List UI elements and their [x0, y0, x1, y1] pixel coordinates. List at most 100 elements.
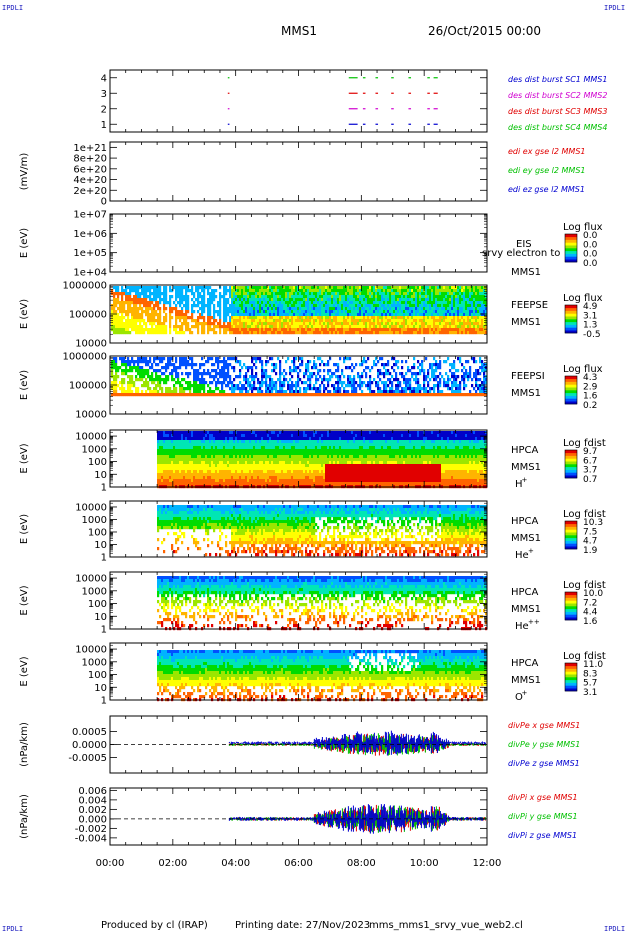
feepsi-heat-cell [369, 387, 372, 391]
feepse-heat-cell [409, 325, 412, 329]
feepsi-heat-cell [381, 372, 384, 376]
feepse-heat-cell [209, 298, 212, 302]
feepsi-heat-cell [455, 393, 458, 397]
feepse-heat-cell [133, 286, 136, 290]
feepse-heat-cell [169, 298, 172, 302]
feepse-heat-cell [321, 289, 324, 293]
feepse-heat-cell [291, 322, 294, 326]
feepsi-heat-cell [291, 384, 294, 388]
feepse-heat-cell [365, 325, 368, 329]
feepsi-heat-cell [305, 369, 308, 373]
feepse-heat-cell [359, 328, 362, 332]
hpca_h-heat-cell [173, 464, 176, 468]
feepsi-heat-cell [297, 375, 300, 379]
feepse-heat-cell [225, 301, 228, 305]
feepse-heat-cell [427, 295, 430, 299]
feepsi-heat-cell [131, 375, 134, 379]
feepse-heat-cell [303, 310, 306, 314]
feepse-heat-cell [117, 301, 120, 305]
hpca_h-heat-cell [169, 473, 172, 477]
feepse-heat-cell [273, 301, 276, 305]
feepse-heat-cell [469, 328, 472, 332]
feepse-heat-cell [481, 331, 484, 335]
feepse-heat-cell [253, 289, 256, 293]
feepsi-heat-cell [293, 384, 296, 388]
feepsi-heat-cell [361, 375, 364, 379]
feepsi-heat-cell [379, 378, 382, 382]
feepse-heat-cell [451, 331, 454, 335]
feepse-heat-cell [435, 289, 438, 293]
feepsi-heat-cell [477, 384, 480, 388]
feepse-heat-cell [115, 325, 118, 329]
feepse-heat-cell [231, 319, 234, 323]
feepsi-heat-cell [439, 390, 442, 394]
feepse-heat-cell [457, 289, 460, 293]
feepse-heat-cell [337, 295, 340, 299]
feepsi-heat-cell [351, 390, 354, 394]
feepse-heat-cell [309, 316, 312, 320]
feepsi-heat-cell [251, 384, 254, 388]
feepse-heat-cell [223, 286, 226, 290]
feepse-heat-cell [155, 325, 158, 329]
feepsi-heat-cell [165, 375, 168, 379]
feepse-heat-cell [193, 301, 196, 305]
feepse-heat-cell [247, 292, 250, 296]
feepse-heat-cell [309, 304, 312, 308]
feepsi-heat-cell [391, 381, 394, 385]
feepsi-heat-cell [391, 387, 394, 391]
feepsi-heat-cell [413, 378, 416, 382]
feepse-heat-cell [387, 307, 390, 311]
feepse-heat-cell [151, 301, 154, 305]
hpca_h-heat-cell [165, 449, 168, 453]
feepse-heat-cell [399, 313, 402, 317]
feepsi-heat-cell [423, 372, 426, 376]
feepse-heat-cell [255, 292, 258, 296]
feepse-heat-cell [249, 307, 252, 311]
feepsi-heat-cell [159, 369, 162, 373]
feepse-heat-cell [345, 292, 348, 296]
feepse-heat-cell [131, 325, 134, 329]
feepse-heat-cell [421, 295, 424, 299]
feepsi-heat-cell [483, 372, 486, 376]
feepse-heat-cell [233, 322, 236, 326]
feepse-heat-cell [393, 298, 396, 302]
feepsi-heat-cell [281, 381, 284, 385]
feepsi-heat-cell [287, 357, 290, 361]
feepsi-heat-cell [359, 375, 362, 379]
edi-frame [109, 141, 488, 202]
feepse-heat-cell [175, 316, 178, 320]
feepsi-heat-cell [229, 378, 232, 382]
feepse-heat-cell [263, 298, 266, 302]
feepse-heat-cell [273, 292, 276, 296]
feepsi-heat-cell [333, 363, 336, 367]
feepse-heat-cell [325, 310, 328, 314]
feepse-heat-cell [419, 331, 422, 335]
feepse-heat-cell [377, 307, 380, 311]
feepse-heat-cell [157, 325, 160, 329]
feepse-heat-cell [461, 289, 464, 293]
feepse-heat-cell [121, 325, 124, 329]
feepse-heat-cell [275, 310, 278, 314]
feepsi-heat-cell [237, 393, 240, 397]
feepsi-heat-cell [115, 366, 118, 370]
eis-ytick-label: 1e+05 [73, 248, 107, 259]
feepse-heat-cell [327, 310, 330, 314]
feepse-heat-cell [241, 289, 244, 293]
feepse-heat-cell [165, 319, 168, 323]
feepse-heat-cell [273, 313, 276, 317]
feepsi-heat-cell [129, 381, 132, 385]
feepse-heat-cell [199, 292, 202, 296]
feepse-heat-cell [273, 310, 276, 314]
feepse-heat-cell [267, 322, 270, 326]
hpca_h-heat-cell [167, 455, 170, 459]
feepsi-heat-cell [205, 372, 208, 376]
feepsi-heat-cell [419, 390, 422, 394]
feepse-heat-cell [269, 313, 272, 317]
feepse-heat-cell [415, 331, 418, 335]
feepsi-heat-cell [469, 375, 472, 379]
feepse-heat-cell [343, 325, 346, 329]
feepse-heat-cell [361, 292, 364, 296]
feepsi-heat-cell [121, 381, 124, 385]
hpca_h-heat-cell [187, 470, 190, 474]
feepsi-heat-cell [439, 381, 442, 385]
